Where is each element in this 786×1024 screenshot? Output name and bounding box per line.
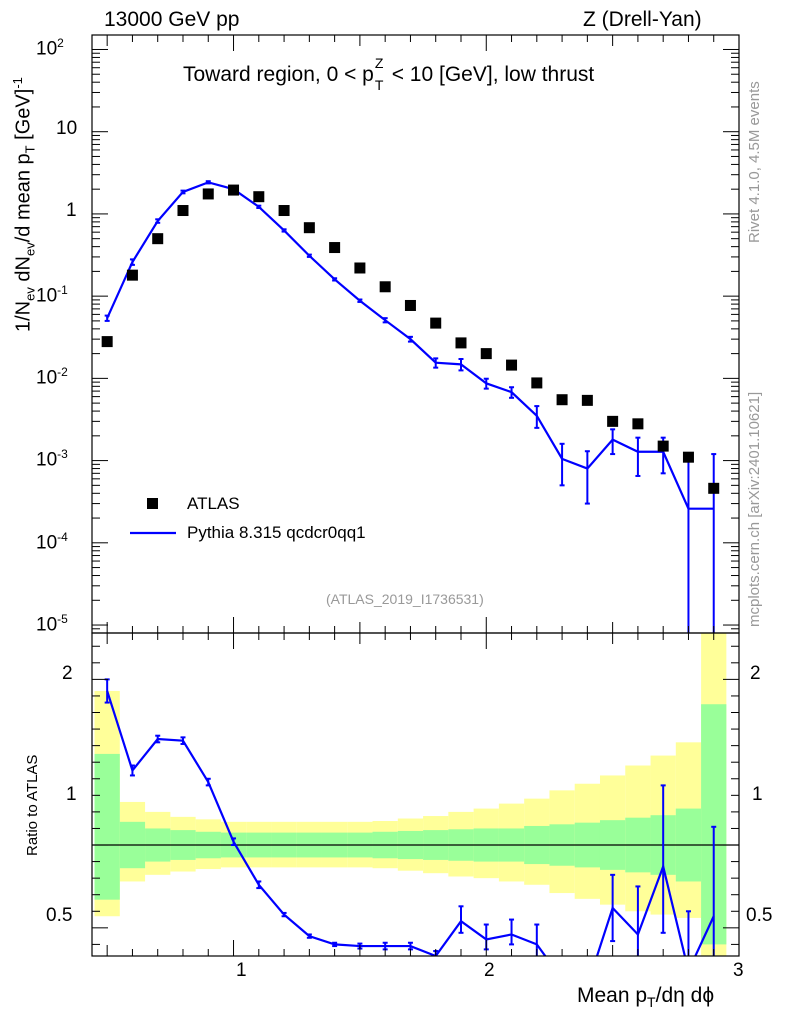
data-point [152, 233, 164, 245]
ratio-mc-series [104, 678, 717, 956]
data-point [354, 262, 366, 274]
xtick-label: 1 [236, 960, 247, 981]
data-point [657, 440, 669, 452]
axis-ticks [92, 35, 740, 956]
main-ytick-label: 1 [66, 200, 77, 221]
main-frame [91, 34, 740, 634]
ratio-ytick-label-right: 0.5 [746, 905, 773, 926]
data-point [682, 451, 694, 463]
header-right: Z (Drell-Yan) [583, 8, 702, 31]
data-point [228, 184, 240, 196]
main-ylabel: 1/Nev dNev/d mean pT [GeV]-1 [10, 77, 38, 332]
data-point [126, 269, 138, 281]
data-point [303, 222, 315, 234]
data-point [404, 299, 416, 311]
main-data-series [101, 184, 720, 494]
data-point [708, 482, 720, 494]
data-point [329, 242, 341, 254]
data-point [607, 415, 619, 427]
legend-label-mc: Pythia 8.315 qcdcr0qq1 [187, 523, 366, 542]
axis-frames [91, 34, 740, 957]
data-point [177, 205, 189, 217]
main-mc-series [104, 180, 717, 633]
main-ytick-label: 102 [36, 36, 64, 60]
main-ytick-label: 10-3 [36, 447, 68, 471]
mc-line [106, 181, 714, 510]
data-point [480, 348, 492, 360]
ratio-uncertainty-bands [94, 633, 727, 956]
data-point [430, 317, 442, 329]
data-point [278, 205, 290, 217]
data-point [581, 394, 593, 406]
green-band-bin [94, 753, 120, 900]
data-point [632, 418, 644, 430]
data-point [506, 359, 518, 371]
analysis-watermark: (ATLAS_2019_I1736531) [326, 591, 484, 607]
ratio-xlabel: Mean pT/dη dϕ [577, 984, 715, 1011]
data-point [556, 394, 568, 406]
legend-atlas-marker [147, 498, 158, 509]
ratio-frame [91, 632, 740, 957]
data-point [101, 336, 113, 348]
header-left: 13000 GeV pp [104, 8, 240, 31]
main-ytick-label: 10-2 [36, 365, 68, 389]
legend-marks [130, 498, 176, 535]
ratio-ylabel: Ratio to ATLAS [24, 754, 41, 856]
ratio-ytick-label-left: 0.5 [46, 905, 73, 926]
data-point [253, 191, 265, 203]
data-point [202, 188, 214, 200]
data-point [531, 377, 543, 389]
xtick-label: 2 [484, 960, 495, 981]
data-point [455, 337, 467, 349]
main-ytick-label: 10-5 [36, 612, 68, 636]
ratio-ytick-label-left: 2 [62, 663, 73, 684]
ratio-ytick-label-right: 2 [750, 663, 761, 684]
mcplots-label: mcplots.cern.ch [arXiv:2401.10621] [746, 391, 763, 627]
data-point [379, 281, 391, 293]
xtick-label: 3 [733, 960, 744, 981]
rivet-version-label: Rivet 4.1.0, 4.5M events [746, 81, 763, 243]
ratio-ytick-label-left: 1 [66, 784, 77, 805]
main-ytick-label: 10-4 [36, 530, 68, 554]
main-ytick-label: 10 [56, 118, 78, 139]
ratio-ytick-label-right: 1 [752, 784, 763, 805]
legend-label-atlas: ATLAS [187, 494, 240, 513]
main-ytick-label: 10-1 [36, 283, 68, 307]
